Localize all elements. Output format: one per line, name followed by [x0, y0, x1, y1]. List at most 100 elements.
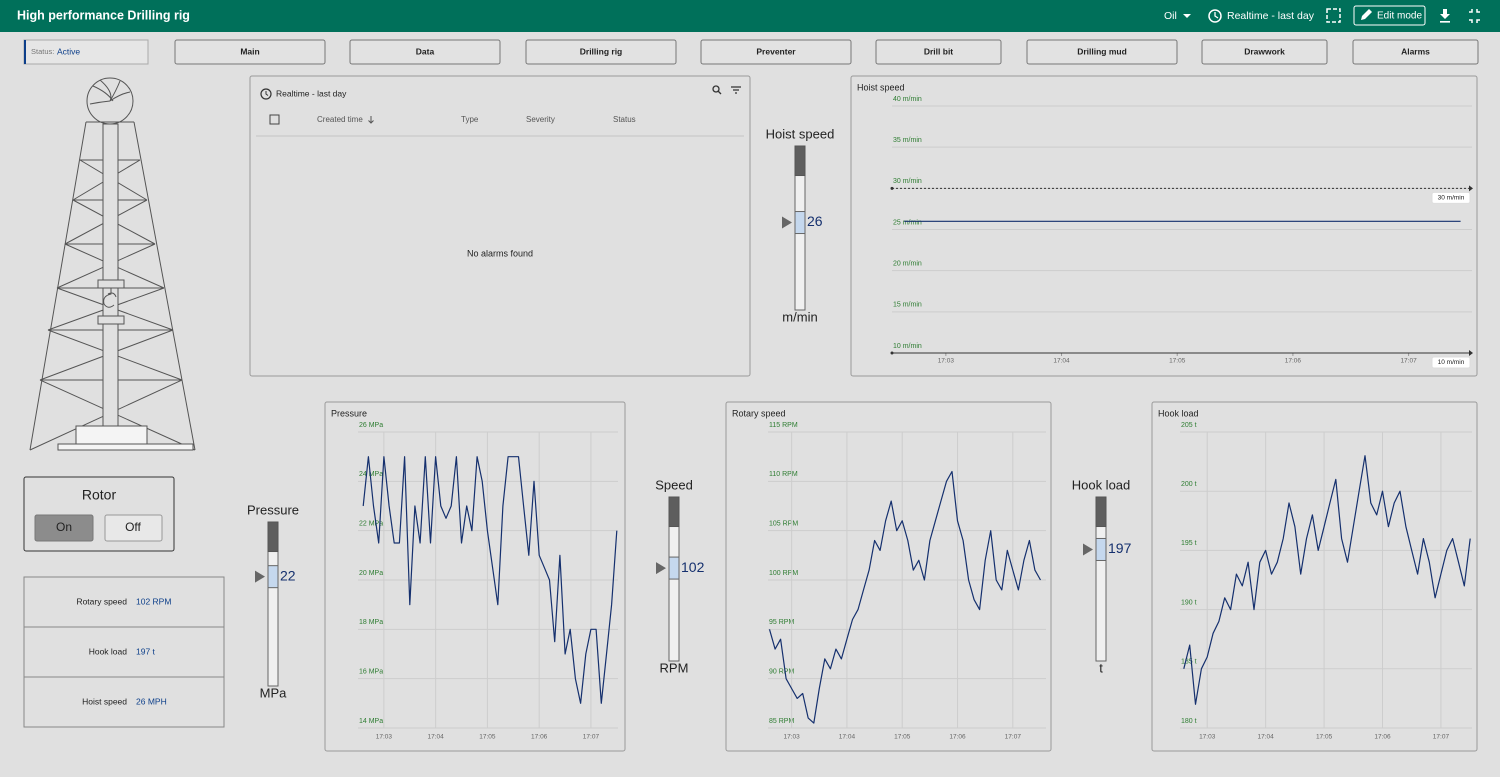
clock-icon [1208, 9, 1222, 23]
chart-panel [725, 401, 1052, 752]
alarms-range: Realtime - last day [276, 88, 347, 98]
tab-label[interactable]: Main [240, 46, 259, 56]
x-tick-label: 17:06 [531, 734, 548, 741]
collapse-icon[interactable] [1469, 9, 1480, 23]
chart-panel [324, 401, 626, 752]
gauge-cap [1095, 496, 1107, 528]
x-tick-label: 17:05 [1169, 358, 1186, 365]
gauge-pointer [782, 216, 792, 229]
gauge-cap [668, 496, 680, 528]
y-tick-label: 95 RPM [769, 619, 794, 626]
status-label: Status: [31, 47, 54, 56]
x-tick-label: 17:05 [894, 734, 911, 741]
y-tick-label: 85 RPM [769, 718, 794, 725]
gauge-fill [1095, 537, 1107, 561]
y-tick-label: 100 RPM [769, 570, 798, 577]
column-header[interactable]: Status [613, 115, 636, 124]
column-header[interactable]: Created time [317, 115, 363, 124]
source-selector[interactable]: Oil [1164, 10, 1177, 22]
clock-hand [1214, 12, 1219, 19]
y-tick-label: 15 m/min [893, 302, 922, 309]
on-label[interactable]: On [56, 520, 72, 534]
chart-title: Pressure [331, 408, 367, 418]
reference-dot [890, 186, 894, 190]
gauge-value: 22 [280, 567, 296, 583]
column-header[interactable]: Type [461, 115, 479, 124]
y-tick-label: 185 t [1181, 659, 1197, 666]
time-range[interactable]: Realtime - last day [1227, 10, 1315, 22]
x-tick-label: 17:07 [1400, 358, 1417, 365]
on-button[interactable] [34, 514, 94, 542]
tab-label[interactable]: Data [416, 46, 435, 56]
gauge-unit: MPa [260, 685, 288, 700]
tab-label[interactable]: Alarms [1401, 46, 1430, 56]
gauge-title: Hoist speed [766, 126, 835, 141]
x-tick-label: 17:04 [1053, 358, 1070, 365]
edit-mode-label[interactable]: Edit mode [1377, 11, 1422, 22]
fullscreen-icon[interactable] [1326, 8, 1341, 23]
off-label[interactable]: Off [125, 520, 141, 534]
filter-icon[interactable] [731, 86, 741, 94]
header-title: High performance Drilling rig [17, 8, 190, 22]
tab-label[interactable]: Preventer [756, 46, 796, 56]
y-tick-label: 20 m/min [893, 261, 922, 268]
dropdown-caret[interactable] [1183, 14, 1191, 18]
rotor-title: Rotor [82, 487, 117, 503]
sort-arrow [368, 116, 374, 124]
reference-label: 30 m/min [1438, 195, 1465, 202]
info-label: Hoist speed [82, 696, 127, 706]
tab-button[interactable] [1201, 39, 1328, 65]
tab-label[interactable]: Drawwork [1244, 46, 1285, 56]
tab-button[interactable] [1352, 39, 1479, 65]
download-icon[interactable] [1440, 9, 1450, 23]
x-tick-label: 17:03 [376, 734, 393, 741]
tab-label[interactable]: Drilling rig [580, 46, 623, 56]
y-tick-label: 40 m/min [893, 96, 922, 103]
y-tick-label: 26 MPa [359, 422, 383, 429]
reference-label: 10 m/min [1438, 359, 1465, 366]
gauge-pointer [656, 562, 666, 575]
reference-label-box [1431, 191, 1471, 204]
tab-button[interactable] [1026, 39, 1178, 65]
reference-arrow [1469, 185, 1473, 192]
chart-title: Hoist speed [857, 82, 905, 92]
gauge-value: 197 [1108, 540, 1132, 556]
data-line [362, 456, 618, 704]
gauge-cap [267, 521, 279, 553]
gauge-cap [794, 145, 806, 177]
chart-panel [1151, 401, 1478, 752]
status-accent [24, 40, 26, 64]
gauge-unit: RPM [660, 660, 689, 675]
header-bar [0, 0, 1500, 32]
y-tick-label: 20 MPa [359, 570, 383, 577]
tab-button[interactable] [525, 39, 677, 65]
column-header[interactable]: Severity [526, 115, 555, 124]
select-all-checkbox[interactable] [269, 114, 280, 125]
tab-button[interactable] [174, 39, 326, 65]
gauge-pointer [255, 570, 265, 583]
chart-title: Rotary speed [732, 408, 786, 418]
tab-button[interactable] [349, 39, 501, 65]
tab-button[interactable] [700, 39, 852, 65]
clock-icon [260, 88, 272, 100]
y-tick-label: 14 MPa [359, 718, 383, 725]
y-tick-label: 200 t [1181, 481, 1197, 488]
y-tick-label: 10 m/min [893, 343, 922, 350]
reference-label-box [1431, 356, 1471, 369]
x-tick-label: 17:04 [1258, 734, 1275, 741]
gauge-fill [668, 556, 680, 580]
x-tick-label: 17:04 [428, 734, 445, 741]
gauge-unit: m/min [782, 309, 817, 324]
x-tick-label: 17:06 [1285, 358, 1302, 365]
y-tick-label: 18 MPa [359, 619, 383, 626]
search-icon[interactable] [712, 85, 720, 93]
tab-label[interactable]: Drilling mud [1077, 46, 1127, 56]
tab-button[interactable] [875, 39, 1002, 65]
edit-mode-button[interactable] [1353, 5, 1426, 26]
tab-label[interactable]: Drill bit [924, 46, 953, 56]
chart-panel [850, 75, 1478, 377]
y-tick-label: 195 t [1181, 540, 1197, 547]
off-button[interactable] [104, 514, 163, 542]
x-tick-label: 17:03 [784, 734, 801, 741]
info-value: 102 RPM [136, 596, 171, 606]
